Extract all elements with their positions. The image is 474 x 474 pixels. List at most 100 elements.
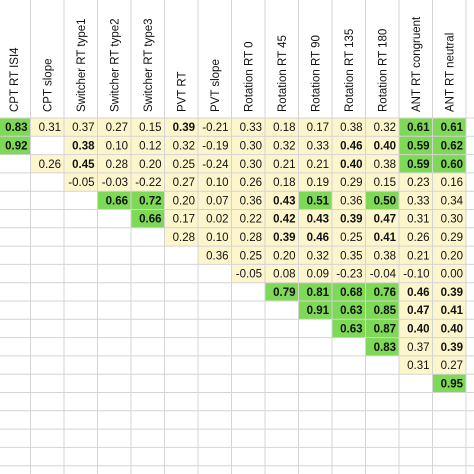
cell-value: 0.39 (273, 232, 295, 244)
cell-value: 0.33 (407, 195, 429, 207)
cell-bg (399, 191, 433, 210)
cell-bg (365, 264, 399, 283)
cell-value: 0.42 (273, 214, 295, 226)
cell-value: 0.07 (206, 195, 228, 207)
column-header: PVT slope (210, 59, 222, 112)
cell-bg (265, 154, 299, 173)
cell-bg (365, 319, 399, 338)
cell-value: 0.46 (307, 232, 329, 244)
cell-bg (231, 191, 265, 210)
cell-value: 0.38 (374, 250, 396, 262)
cell-bg (231, 136, 265, 155)
cell-value: 0.25 (173, 159, 195, 171)
column-header: Switcher RT type2 (109, 18, 121, 112)
cell-bg (365, 337, 399, 356)
cell-bg (332, 154, 366, 173)
cell-value: -0.04 (370, 269, 397, 281)
cell-value: -0.21 (202, 122, 228, 134)
column-header: Switcher RT type1 (76, 18, 88, 112)
cell-bg (332, 282, 366, 301)
cell-bg (298, 191, 332, 210)
cell-bg (198, 246, 232, 265)
column-header: Rotation RT 135 (344, 29, 356, 112)
cell-value: 0.76 (374, 287, 396, 299)
cell-value: 0.25 (240, 250, 262, 262)
cell-bg (432, 301, 466, 320)
cell-value: -0.22 (135, 177, 161, 189)
cell-value: 0.50 (374, 195, 396, 207)
cell-value: 0.18 (273, 177, 295, 189)
cell-bg (164, 154, 198, 173)
cell-value: 0.41 (374, 232, 397, 244)
cell-value: 0.21 (273, 159, 295, 171)
cell-bg (399, 337, 433, 356)
cell-bg (231, 154, 265, 173)
cell-bg (64, 118, 98, 137)
cell-value: 0.47 (374, 214, 396, 226)
cell-bg (265, 246, 299, 265)
cell-bg (265, 136, 299, 155)
cell-bg (97, 118, 131, 137)
cell-bg (432, 227, 466, 247)
cell-value: -0.03 (102, 177, 128, 189)
cell-bg (97, 191, 131, 210)
cell-bg (432, 136, 466, 155)
cell-bg (231, 264, 265, 283)
cell-value: 0.40 (340, 159, 362, 171)
cell-bg (399, 227, 433, 247)
cell-bg (298, 301, 332, 320)
cell-bg (198, 227, 232, 247)
cell-bg (332, 264, 366, 283)
cell-bg (365, 118, 399, 137)
cell-bg (265, 172, 299, 192)
cell-bg (131, 209, 165, 228)
column-header: CPT RT ISI4 (9, 47, 21, 112)
cell-value: 0.83 (374, 342, 396, 354)
cell-bg (198, 154, 232, 173)
cell-bg (164, 209, 198, 228)
cell-value: 0.31 (407, 214, 429, 226)
cell-value: 0.46 (340, 140, 362, 152)
cell-value: 0.26 (39, 159, 61, 171)
cell-bg (432, 246, 466, 265)
cell-value: 0.79 (273, 287, 295, 299)
cell-value: 0.02 (206, 214, 228, 226)
column-header: Rotation RT 180 (377, 29, 389, 112)
cell-value: 0.68 (340, 287, 363, 299)
cell-value: 0.27 (441, 360, 463, 372)
cell-bg (298, 246, 332, 265)
cell-value: 0.51 (307, 195, 330, 207)
cell-bg (365, 154, 399, 173)
cell-value: 0.40 (374, 140, 396, 152)
cell-value: 0.63 (340, 323, 362, 335)
cell-value: 0.83 (5, 122, 27, 134)
cell-bg (265, 209, 299, 228)
cell-bg (198, 209, 232, 228)
cell-value: 0.00 (441, 269, 463, 281)
cell-bg (131, 172, 165, 192)
cell-value: 0.29 (441, 232, 463, 244)
column-header: CPT slope (42, 59, 54, 112)
cell-bg (332, 227, 366, 247)
cell-value: 0.59 (407, 159, 429, 171)
cell-bg (64, 136, 98, 155)
cell-bg (432, 337, 466, 356)
cell-value: 0.30 (441, 214, 463, 226)
column-header: Rotation RT 0 (243, 41, 255, 112)
cell-bg (164, 227, 198, 247)
cell-bg (399, 172, 433, 192)
cell-bg (365, 246, 399, 265)
cell-value: 0.28 (173, 232, 195, 244)
column-header: Rotation RT 90 (310, 35, 322, 112)
cell-bg (399, 319, 433, 338)
cell-bg (432, 154, 466, 173)
cell-value: 0.22 (240, 214, 262, 226)
cell-value: 0.35 (340, 250, 362, 262)
cell-bg (298, 154, 332, 173)
cell-bg (365, 172, 399, 192)
cell-value: 0.61 (441, 122, 464, 134)
cell-bg (399, 246, 433, 265)
cell-value: 0.39 (173, 122, 195, 134)
